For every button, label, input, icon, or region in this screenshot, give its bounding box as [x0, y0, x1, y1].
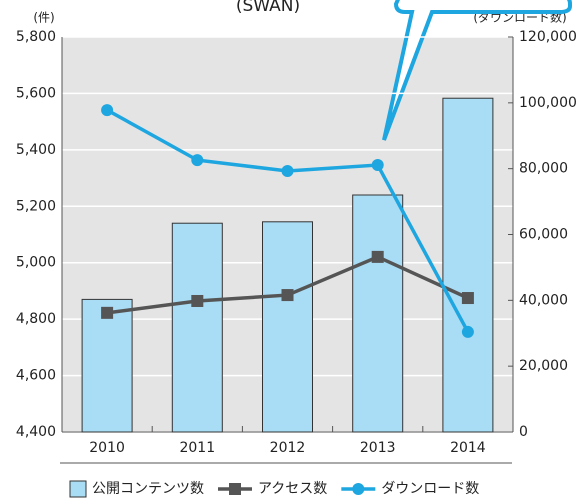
- marker: [281, 289, 294, 302]
- y-tick-label: 5,400: [16, 142, 56, 158]
- bar: [442, 97, 494, 433]
- x-tick-label: 2014: [450, 440, 486, 456]
- marker: [371, 159, 384, 172]
- marker: [461, 325, 474, 338]
- y-tick-label: 5,000: [16, 255, 56, 271]
- marker: [101, 104, 114, 117]
- marker: [101, 306, 114, 319]
- y2-tick-label: 100,000: [519, 95, 577, 111]
- y2-tick-label: 20,000: [519, 358, 568, 374]
- legend-marker: [352, 483, 365, 495]
- y-tick-label: 4,800: [16, 311, 56, 327]
- marker: [461, 292, 474, 305]
- y-tick-label: 5,200: [16, 198, 56, 214]
- marker: [191, 294, 204, 307]
- y2-tick-label: 60,000: [519, 227, 568, 243]
- y2-tick-label: 40,000: [519, 292, 568, 308]
- legend-label: 公開コンテンツ数: [92, 481, 204, 497]
- callout: [382, 0, 572, 141]
- x-tick-label: 2013: [360, 440, 396, 456]
- y-tick-label: 5,600: [16, 85, 56, 101]
- bar: [81, 298, 133, 433]
- legend-marker: [229, 483, 241, 495]
- y2-tick-label: 120,000: [519, 29, 577, 45]
- y-tick-label: 4,400: [16, 424, 56, 440]
- legend-label: アクセス数: [258, 481, 327, 497]
- bar: [262, 221, 313, 433]
- y-axis-label: (件): [33, 11, 54, 25]
- marker: [191, 154, 204, 167]
- marker: [281, 164, 294, 177]
- x-tick-label: 2011: [179, 440, 215, 456]
- bar: [352, 194, 404, 433]
- legend-label: ダウンロード数: [381, 481, 479, 497]
- legend-swatch: [69, 480, 87, 498]
- marker: [371, 250, 384, 263]
- y-tick-label: 4,600: [16, 368, 56, 384]
- y2-tick-label: 80,000: [519, 161, 568, 177]
- x-tick-label: 2012: [270, 440, 306, 456]
- y-tick-label: 5,800: [16, 29, 56, 45]
- y2-tick-label: 0: [519, 424, 528, 440]
- chart-title: (SWAN): [236, 0, 300, 16]
- x-tick-label: 2010: [89, 440, 125, 456]
- bar: [171, 222, 223, 433]
